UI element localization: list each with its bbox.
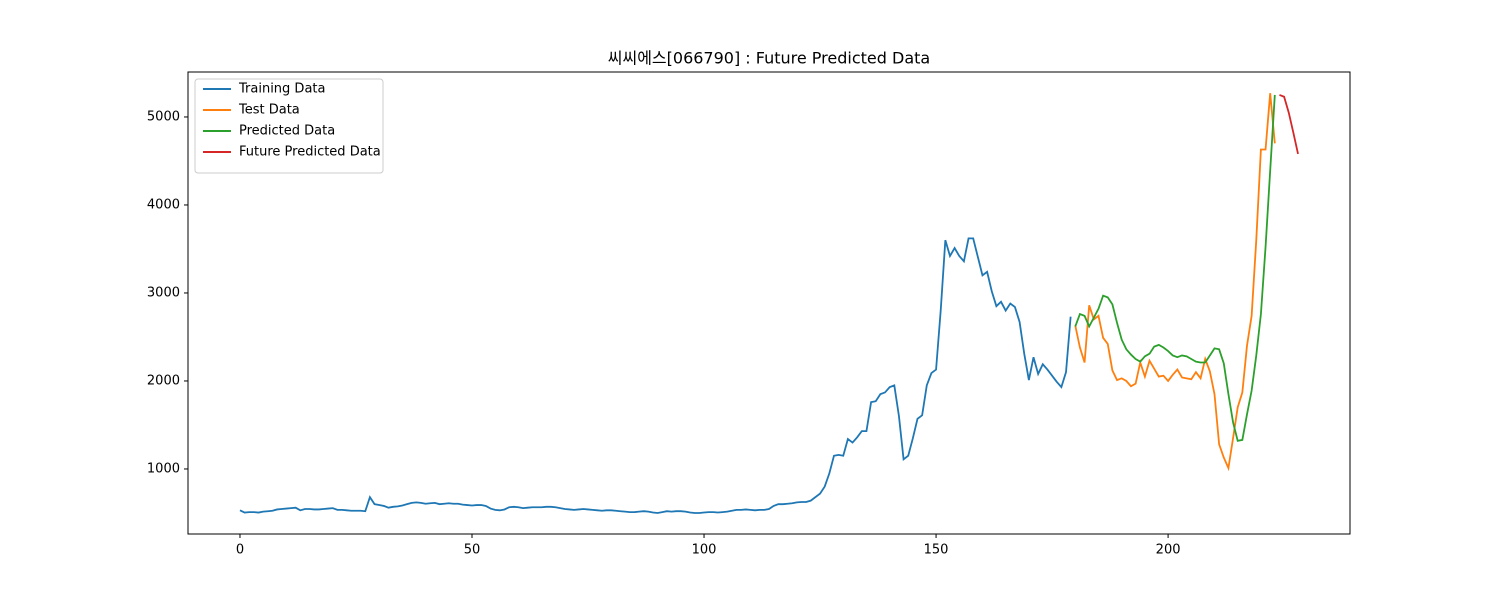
- legend-label: Future Predicted Data: [239, 145, 381, 160]
- x-tick-label: 0: [236, 543, 244, 558]
- data-line: [1074, 94, 1276, 442]
- x-tick-label: 50: [464, 543, 481, 558]
- data-line: [1074, 93, 1276, 472]
- data-line: [1279, 94, 1299, 155]
- chart-title: 씨씨에스[066790] : Future Predicted Data: [608, 49, 930, 68]
- data-line: [239, 237, 1072, 514]
- legend-label: Predicted Data: [239, 124, 335, 139]
- legend-label: Test Data: [238, 103, 300, 118]
- plot-frame: [187, 71, 1351, 535]
- x-tick-label: 150: [924, 543, 949, 558]
- y-tick-label: 3000: [147, 285, 180, 300]
- legend-box: [194, 78, 384, 174]
- y-tick-label: 1000: [147, 461, 180, 476]
- y-tick-label: 2000: [147, 373, 180, 388]
- y-tick-label: 5000: [147, 109, 180, 124]
- x-tick-label: 200: [1156, 543, 1181, 558]
- x-tick-label: 100: [692, 543, 717, 558]
- legend-label: Training Data: [238, 82, 325, 97]
- y-tick-label: 4000: [147, 197, 180, 212]
